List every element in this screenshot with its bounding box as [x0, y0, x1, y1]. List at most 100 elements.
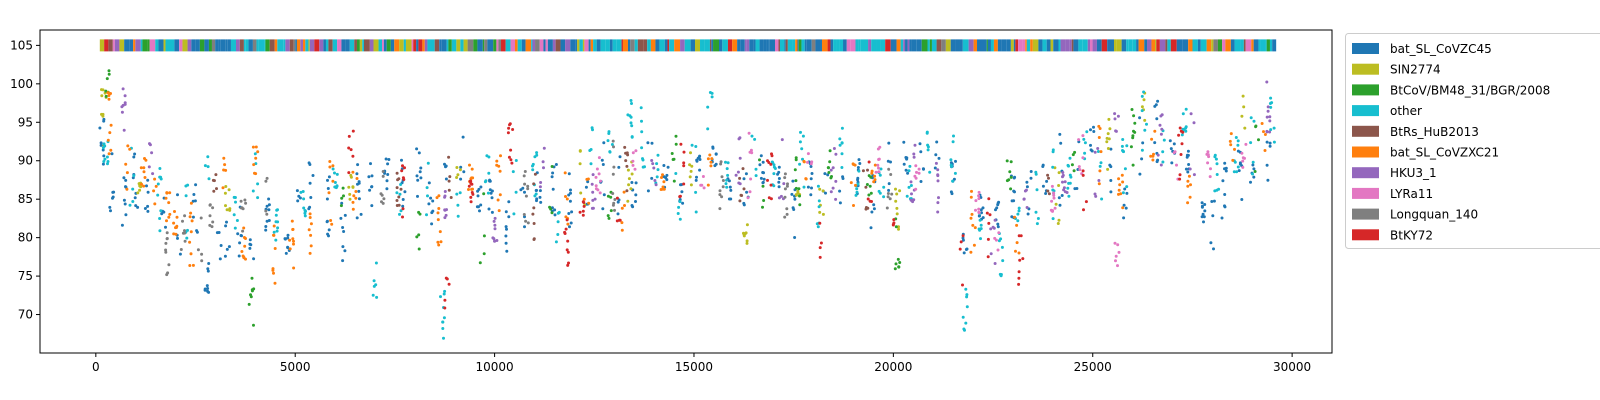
data-point: [156, 193, 160, 197]
data-point: [623, 145, 627, 149]
data-point: [1075, 187, 1079, 190]
data-point: [271, 267, 275, 271]
data-point: [734, 173, 738, 177]
data-point: [1117, 177, 1121, 181]
data-point: [538, 189, 542, 193]
data-point: [1081, 156, 1085, 160]
data-point: [885, 206, 889, 210]
data-point: [798, 162, 802, 166]
data-point: [136, 191, 140, 195]
data-point: [1251, 163, 1255, 167]
barcode-segment: [863, 39, 869, 52]
barcode-segment: [997, 39, 1002, 52]
data-point: [532, 182, 536, 186]
data-point: [276, 220, 280, 224]
data-point: [1249, 141, 1253, 145]
barcode-segment: [482, 39, 485, 52]
data-point: [436, 211, 440, 215]
barcode-segment: [921, 39, 928, 52]
data-point: [1145, 122, 1148, 126]
data-point: [193, 199, 197, 203]
data-point: [985, 211, 989, 215]
data-point: [655, 162, 659, 166]
data-point: [341, 245, 345, 249]
data-point: [895, 206, 899, 210]
data-point: [1131, 163, 1135, 167]
data-point: [634, 181, 638, 185]
data-point: [308, 163, 312, 166]
series-2: [104, 69, 1260, 327]
data-point: [1200, 205, 1204, 209]
data-point: [770, 152, 773, 156]
barcode-segment: [749, 39, 754, 52]
data-point: [1050, 199, 1054, 203]
data-point: [1132, 114, 1136, 118]
data-point: [222, 156, 226, 160]
data-point: [877, 170, 881, 174]
barcode-segment: [349, 39, 355, 52]
data-point: [120, 110, 124, 114]
data-point: [1207, 155, 1211, 159]
data-point: [1097, 179, 1101, 182]
data-point: [1107, 117, 1111, 121]
data-point: [367, 175, 371, 179]
data-point: [188, 240, 192, 244]
data-point: [569, 221, 573, 225]
data-point: [934, 161, 938, 165]
barcode-segment: [704, 39, 710, 52]
data-point: [1121, 149, 1124, 152]
data-point: [783, 172, 787, 176]
data-point: [207, 177, 211, 181]
data-point: [1223, 193, 1227, 196]
barcode-segment: [155, 39, 159, 52]
barcode-segment: [650, 39, 656, 52]
data-point: [510, 161, 514, 165]
data-point: [1097, 124, 1101, 128]
data-point: [524, 219, 528, 223]
data-point: [554, 240, 558, 244]
data-point: [826, 173, 830, 177]
data-point: [133, 196, 137, 200]
barcode-segment: [498, 39, 502, 52]
barcode-segment: [354, 39, 357, 52]
legend-swatch: [1352, 105, 1379, 117]
barcode-segment: [880, 39, 886, 52]
data-point: [973, 226, 977, 230]
data-point: [444, 276, 448, 280]
barcode-segment: [768, 39, 770, 52]
barcode-segment: [1082, 39, 1088, 52]
data-point: [742, 177, 746, 181]
data-point: [653, 179, 657, 182]
data-point: [499, 154, 502, 158]
barcode-segment: [797, 39, 799, 52]
data-point: [646, 189, 650, 193]
data-point: [654, 183, 658, 187]
data-point: [302, 197, 306, 201]
data-point: [698, 158, 702, 161]
data-point: [356, 182, 359, 186]
data-point: [745, 223, 749, 227]
data-point: [354, 196, 358, 200]
data-point: [706, 183, 710, 187]
data-point: [437, 194, 441, 198]
data-point: [556, 211, 560, 215]
data-point: [1187, 174, 1191, 178]
data-point: [759, 154, 763, 158]
data-point: [395, 204, 399, 207]
data-point: [1017, 276, 1021, 280]
data-point: [651, 162, 655, 166]
barcode-segment: [941, 39, 946, 52]
data-point: [151, 172, 155, 176]
barcode-segment: [1170, 39, 1177, 52]
data-point: [1051, 165, 1055, 169]
data-point: [183, 239, 187, 243]
data-point: [158, 167, 162, 170]
barcode-segment: [430, 39, 435, 52]
barcode-segment: [1107, 39, 1112, 52]
barcode-segment: [876, 39, 881, 52]
barcode-segment: [230, 39, 237, 52]
data-point: [386, 173, 390, 176]
barcode-segment: [658, 39, 660, 52]
data-point: [189, 252, 193, 256]
data-point: [347, 146, 351, 150]
